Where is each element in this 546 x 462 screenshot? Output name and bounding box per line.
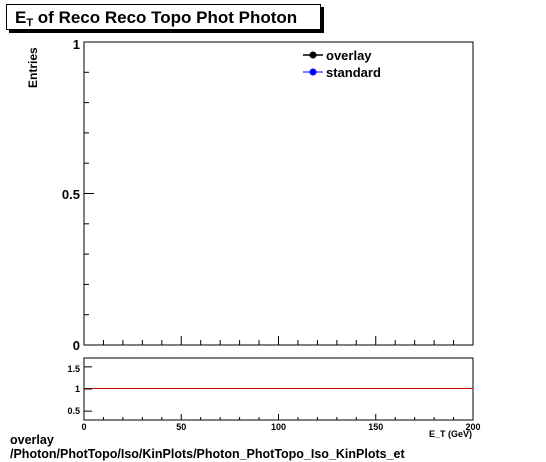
ratio-y-tick-1: 1 (75, 384, 80, 394)
title-subscript: T (26, 17, 34, 29)
ratio-x-tick-label: 50 (176, 422, 186, 432)
legend-overlay-label: overlay (326, 48, 372, 63)
title-rest: of Reco Reco Topo Phot Photon (33, 8, 298, 27)
main-plot-frame (83, 41, 474, 346)
ratio-y-tick-1.5: 1.5 (67, 364, 80, 374)
chart-title-box: ET of Reco Reco Topo Phot Photon (6, 4, 321, 30)
footer-line-2: /Photon/PhotTopo/Iso/KinPlots/Photon_Pho… (10, 447, 405, 461)
y-tick-label-0: 0 (73, 338, 80, 353)
ratio-y-tick-0.5: 0.5 (67, 406, 80, 416)
y-tick-label-1: 1 (73, 37, 80, 52)
legend-standard-label: standard (326, 65, 381, 80)
main-axis-ticks (83, 41, 474, 346)
x-axis-label: E_T (GeV) (429, 429, 472, 439)
ratio-axis-ticks (83, 366, 474, 420)
ratio-x-tick-label: 150 (368, 422, 383, 432)
legend: overlay standard (303, 48, 381, 80)
legend-overlay-marker (309, 51, 317, 59)
footer-caption: overlay /Photon/PhotTopo/Iso/KinPlots/Ph… (10, 433, 405, 461)
chart-title: ET of Reco Reco Topo Phot Photon (15, 8, 297, 29)
y-axis-label: Entries (26, 47, 40, 88)
y-tick-label-0.5: 0.5 (62, 187, 80, 202)
ratio-x-tick-label: 200 (465, 422, 480, 432)
ratio-x-tick-label: 0 (81, 422, 86, 432)
footer-line-1: overlay (10, 433, 54, 447)
ratio-x-tick-labels: 0 50 100 150 200 (81, 422, 480, 432)
title-main: E (15, 8, 27, 27)
ratio-x-tick-label: 100 (271, 422, 286, 432)
legend-standard-marker (309, 68, 317, 76)
